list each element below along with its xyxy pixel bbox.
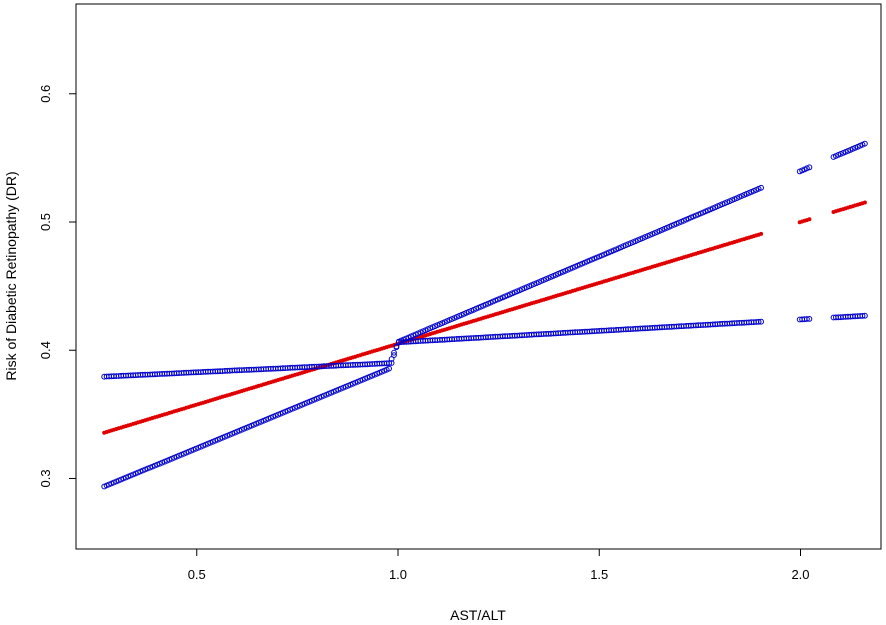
data-marks [101,140,868,490]
data-point [391,349,397,356]
y-tick-label: 0.6 [38,85,53,103]
x-axis: 0.5 1.0 1.5 2.0 [188,549,810,582]
data-point [806,316,813,322]
data-point [862,200,867,205]
data-point [386,365,393,372]
y-axis-title: Risk of Diabetic Retinopathy (DR) [3,171,19,380]
data-point [144,465,151,472]
y-axis: 0.3 0.4 0.5 0.6 [38,85,76,488]
data-point [755,318,762,325]
y-tick-label: 0.5 [38,213,53,231]
series-1 [102,200,867,435]
plot-frame [75,3,882,550]
data-point [862,140,868,147]
x-axis-title: AST/ALT [450,607,506,623]
data-point [393,343,400,350]
data-point [759,231,764,236]
x-tick-label: 0.5 [188,567,206,582]
series-3 [101,312,868,380]
y-tick-label: 0.4 [38,341,53,359]
data-point [386,360,393,367]
data-point [804,316,810,322]
data-point [388,356,395,362]
x-tick-label: 1.0 [389,567,407,582]
data-point [758,318,764,325]
x-tick-label: 2.0 [791,567,809,582]
data-point [862,312,868,319]
series-2 [101,140,868,490]
data-point [806,164,813,171]
data-point [758,184,764,191]
data-point [383,360,390,367]
x-tick-label: 1.5 [590,567,608,582]
data-point [859,313,866,319]
data-point [807,217,812,222]
y-tick-label: 0.3 [38,469,53,487]
